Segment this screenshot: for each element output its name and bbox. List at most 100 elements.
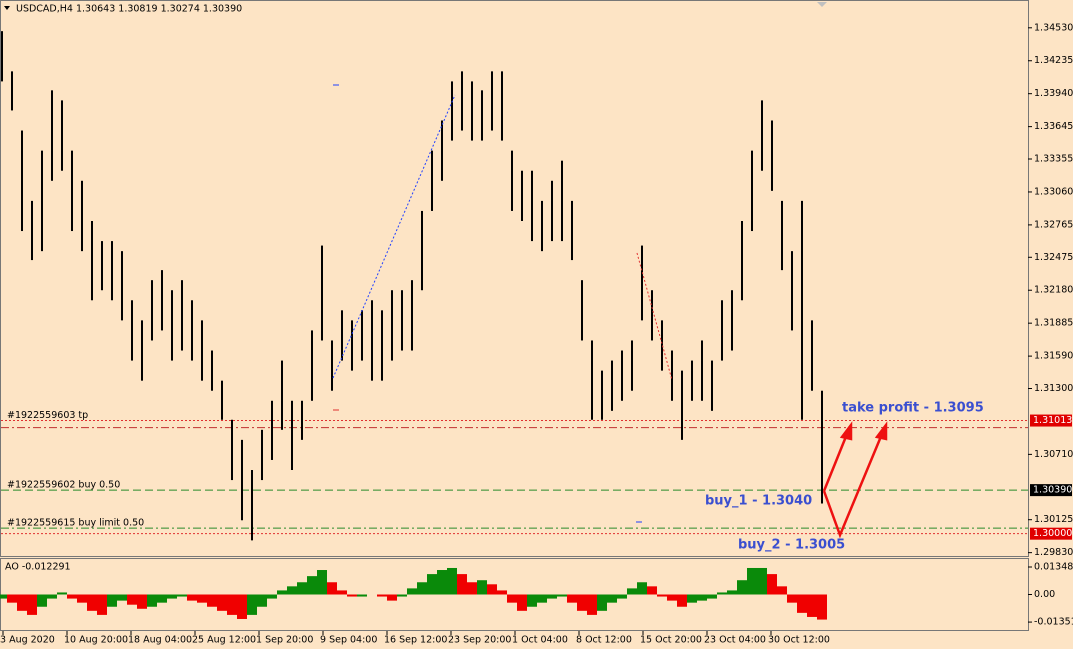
ao-y-tick-label: 0.00 bbox=[1034, 589, 1055, 600]
ao-bar bbox=[317, 570, 327, 595]
y-tick-label: 1.31300 bbox=[1034, 383, 1073, 394]
ao-bar bbox=[407, 588, 417, 595]
y-tick-label: 1.34235 bbox=[1034, 55, 1073, 66]
ao-bar bbox=[737, 580, 747, 595]
annotation: take profit - 1.3095 bbox=[842, 401, 984, 416]
ao-bar bbox=[427, 574, 437, 595]
ao-bar bbox=[97, 594, 107, 615]
ao-bar bbox=[207, 594, 217, 607]
ao-bar bbox=[247, 594, 257, 615]
ao-bar bbox=[17, 594, 27, 611]
ao-y-tick-label: -0.013518 bbox=[1034, 617, 1073, 628]
trend-line bbox=[636, 252, 673, 381]
ao-bar bbox=[607, 594, 617, 603]
ao-bar bbox=[27, 594, 37, 615]
ao-bar bbox=[747, 567, 757, 595]
ao-bar bbox=[147, 594, 157, 607]
ao-bar bbox=[687, 594, 697, 603]
ao-bar bbox=[477, 580, 487, 595]
ao-bar bbox=[807, 594, 817, 617]
ao-bar bbox=[587, 594, 597, 615]
ao-bar bbox=[437, 570, 447, 595]
ao-bar bbox=[757, 567, 767, 595]
x-tick-label: 3 Aug 2020 bbox=[0, 635, 55, 646]
ao-bar bbox=[397, 594, 407, 597]
ao-bar bbox=[267, 594, 277, 599]
x-tick-label: 25 Aug 12:00 bbox=[192, 635, 256, 646]
ao-bar bbox=[67, 594, 77, 599]
ao-bar bbox=[117, 594, 127, 601]
price-badge-label: 1.30390 bbox=[1033, 485, 1072, 496]
ao-bar bbox=[337, 590, 347, 595]
ao-bar bbox=[667, 594, 677, 601]
x-tick-label: 15 Oct 20:00 bbox=[640, 635, 702, 646]
ao-bar bbox=[227, 594, 237, 615]
ao-bar bbox=[287, 586, 297, 595]
ao-bar bbox=[647, 586, 657, 595]
ao-bar bbox=[487, 584, 497, 595]
ao-bar bbox=[577, 594, 587, 611]
ao-bar bbox=[797, 594, 807, 613]
ao-bar bbox=[157, 594, 167, 603]
ao-bar bbox=[417, 582, 427, 595]
price-badge bbox=[1030, 484, 1072, 497]
shift-marker bbox=[817, 2, 827, 7]
ao-bar bbox=[677, 594, 687, 607]
ao-bar bbox=[537, 594, 547, 603]
price-badge bbox=[1030, 527, 1072, 540]
ao-bar bbox=[297, 582, 307, 595]
ao-bar bbox=[37, 594, 47, 607]
ao-bar bbox=[567, 594, 577, 603]
ao-bar bbox=[697, 594, 707, 601]
ao-bar bbox=[7, 594, 17, 603]
ao-bar bbox=[187, 594, 197, 601]
ao-bar bbox=[357, 594, 367, 597]
ao-bar bbox=[167, 594, 177, 599]
y-tick-label: 1.34530 bbox=[1034, 22, 1073, 33]
level-label: #1922559603 tp bbox=[7, 410, 88, 421]
ao-bar bbox=[467, 582, 477, 595]
ao-bar bbox=[707, 594, 717, 599]
x-tick-label: 16 Sep 12:00 bbox=[384, 635, 447, 646]
ao-bar bbox=[657, 594, 667, 597]
y-tick-label: 1.31885 bbox=[1034, 318, 1073, 329]
x-tick-label: 1 Oct 04:00 bbox=[512, 635, 568, 646]
plot: 1.34530 1.34235 1.33940 1.33645 1.33355 1.330… bbox=[0, 22, 1073, 646]
ao-bar bbox=[0, 594, 7, 599]
ao-bar bbox=[617, 594, 627, 599]
ao-bar bbox=[557, 594, 567, 597]
ao-bar bbox=[327, 582, 337, 595]
price-badge-label: 1.30000 bbox=[1033, 528, 1072, 539]
y-tick-label: 1.33645 bbox=[1034, 121, 1073, 132]
annotation: buy_1 - 1.3040 bbox=[705, 494, 812, 509]
ao-bar bbox=[497, 590, 507, 595]
x-tick-label: 30 Oct 12:00 bbox=[768, 635, 830, 646]
price-badge bbox=[1030, 414, 1072, 427]
ao-bar bbox=[127, 594, 137, 605]
ao-bar bbox=[777, 586, 787, 595]
ao-bar bbox=[447, 567, 457, 595]
level-label: #1922559615 buy limit 0.50 bbox=[7, 518, 144, 529]
ao-bar bbox=[77, 594, 87, 603]
ao-title: AO -0.012291 bbox=[5, 562, 71, 573]
x-tick-label: 23 Oct 04:00 bbox=[704, 635, 766, 646]
ao-bar bbox=[597, 594, 607, 611]
ao-bar bbox=[817, 594, 827, 620]
y-tick-label: 1.32475 bbox=[1034, 252, 1073, 263]
ao-bar bbox=[507, 594, 517, 603]
ao-bar bbox=[307, 576, 317, 595]
trend-line bbox=[332, 94, 456, 379]
main-panel bbox=[0, 0, 1029, 557]
header: USDCAD,H4 1.30643 1.30819 1.30274 1.3039… bbox=[16, 4, 242, 15]
ao-bar bbox=[767, 574, 777, 595]
ao-bar bbox=[457, 574, 467, 595]
x-tick-label: 10 Aug 20:00 bbox=[64, 635, 128, 646]
x-tick-label: 18 Aug 04:00 bbox=[128, 635, 192, 646]
ao-bar bbox=[87, 594, 97, 611]
y-tick-label: 1.32765 bbox=[1034, 219, 1073, 230]
menu-arrow[interactable] bbox=[4, 6, 10, 10]
y-tick-label: 1.33060 bbox=[1034, 186, 1073, 197]
y-tick-label: 1.32180 bbox=[1034, 285, 1073, 296]
x-tick-label: 8 Oct 12:00 bbox=[576, 635, 632, 646]
